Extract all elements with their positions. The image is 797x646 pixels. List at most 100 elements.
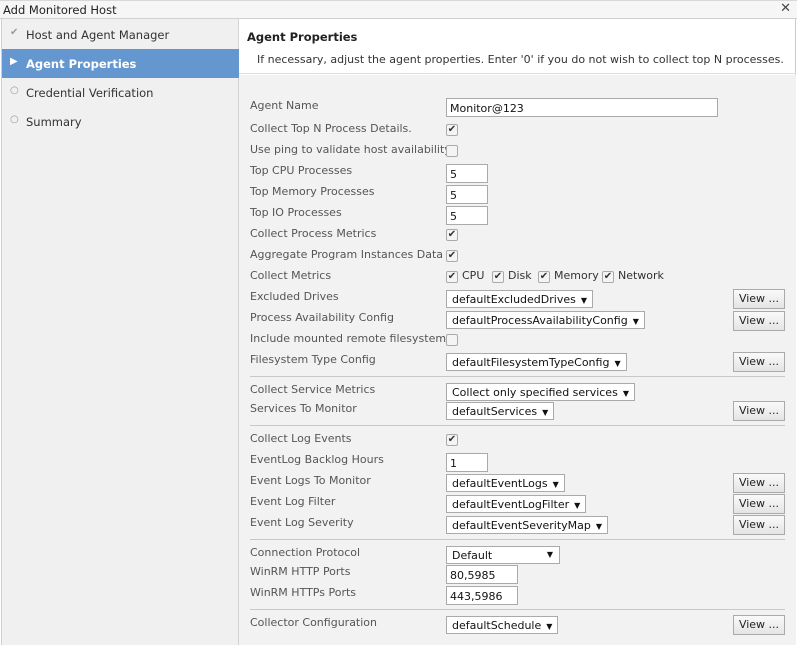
metric-memory-label: Memory — [554, 269, 599, 282]
dropdown-value: defaultProcessAvailabilityConfig — [452, 314, 628, 327]
collect-top-n-checkbox[interactable]: ✔ — [446, 124, 458, 136]
sidebar-item-label: Summary — [26, 115, 82, 129]
dropdown-value: defaultServices — [452, 405, 538, 418]
dropdown-value: defaultEventLogFilter — [452, 498, 570, 511]
event-logs-label: Event Logs To Monitor — [250, 474, 371, 487]
dropdown-arrow-icon: ▼ — [614, 359, 621, 368]
agent-properties-form: Agent Name Monitor@123 Collect Top N Proce… — [239, 75, 796, 645]
dropdown-arrow-icon: ▼ — [580, 296, 587, 305]
collect-top-n-label: Collect Top N Process Details. — [250, 122, 412, 135]
event-log-filter-view-button[interactable]: View ... — [733, 494, 785, 514]
include-mounted-checkbox[interactable] — [446, 334, 458, 346]
section-divider — [250, 376, 785, 377]
dropdown-value: defaultExcludedDrives — [452, 293, 576, 306]
filesystem-type-dropdown[interactable]: defaultFilesystemTypeConfig ▼ — [446, 353, 627, 371]
dropdown-arrow-icon: ▼ — [622, 389, 629, 398]
excluded-drives-label: Excluded Drives — [250, 290, 339, 303]
event-logs-view-button[interactable]: View ... — [733, 473, 785, 493]
section-divider — [250, 609, 785, 610]
metric-cpu-checkbox[interactable]: ✔ — [446, 271, 458, 283]
circle-icon: ○ — [10, 114, 19, 125]
collector-config-label: Collector Configuration — [250, 616, 377, 629]
check-icon: ✔ — [10, 27, 19, 38]
event-logs-dropdown[interactable]: defaultEventLogs ▼ — [446, 474, 565, 492]
sidebar-item-credential-verification[interactable]: ○ Credential Verification — [2, 78, 239, 107]
dropdown-value: defaultFilesystemTypeConfig — [452, 356, 610, 369]
metric-network-label: Network — [618, 269, 664, 282]
connection-protocol-dropdown[interactable]: Default ▼ — [446, 546, 560, 564]
dropdown-arrow-icon: ▼ — [546, 550, 553, 559]
sidebar-item-summary[interactable]: ○ Summary — [2, 107, 239, 136]
excluded-drives-dropdown[interactable]: defaultExcludedDrives ▼ — [446, 290, 593, 308]
top-cpu-input[interactable]: 5 — [446, 164, 488, 183]
services-to-monitor-view-button[interactable]: View ... — [733, 401, 785, 421]
collect-log-events-checkbox[interactable]: ✔ — [446, 434, 458, 446]
eventlog-backlog-label: EventLog Backlog Hours — [250, 453, 384, 466]
title-bar: Add Monitored Host ✕ — [0, 0, 797, 19]
wizard-sidebar: ✔ Host and Agent Manager ▶ Agent Propertie… — [1, 19, 239, 645]
metric-disk-label: Disk — [508, 269, 532, 282]
excluded-drives-view-button[interactable]: View ... — [733, 289, 785, 309]
use-ping-checkbox[interactable] — [446, 145, 458, 157]
dropdown-arrow-icon: ▼ — [542, 408, 549, 417]
use-ping-label: Use ping to validate host availability — [250, 143, 451, 156]
eventlog-backlog-input[interactable]: 1 — [446, 453, 488, 472]
collect-process-metrics-label: Collect Process Metrics — [250, 227, 377, 240]
event-log-severity-label: Event Log Severity — [250, 516, 354, 529]
dropdown-value: defaultSchedule — [452, 619, 542, 632]
collect-service-metrics-dropdown[interactable]: Collect only specified services ▼ — [446, 383, 635, 401]
sidebar-item-label: Agent Properties — [26, 57, 137, 71]
event-log-filter-dropdown[interactable]: defaultEventLogFilter ▼ — [446, 495, 587, 513]
dropdown-value: Default — [452, 549, 493, 562]
collector-config-dropdown[interactable]: defaultSchedule ▼ — [446, 616, 559, 634]
event-log-severity-dropdown[interactable]: defaultEventSeverityMap ▼ — [446, 516, 609, 534]
sidebar-item-label: Credential Verification — [26, 86, 154, 100]
dropdown-arrow-icon: ▼ — [552, 480, 559, 489]
sidebar-item-agent-properties[interactable]: ▶ Agent Properties — [2, 49, 239, 78]
process-availability-dropdown[interactable]: defaultProcessAvailabilityConfig ▼ — [446, 311, 645, 329]
services-to-monitor-dropdown[interactable]: defaultServices ▼ — [446, 402, 555, 420]
page-description: If necessary, adjust the agent propertie… — [257, 53, 784, 66]
collect-metrics-label: Collect Metrics — [250, 269, 332, 282]
metric-cpu-label: CPU — [462, 269, 485, 282]
process-availability-view-button[interactable]: View ... — [733, 311, 785, 331]
aggregate-label: Aggregate Program Instances Data — [250, 248, 444, 261]
aggregate-checkbox[interactable]: ✔ — [446, 250, 458, 262]
collect-service-metrics-label: Collect Service Metrics — [250, 383, 376, 396]
metric-network-checkbox[interactable]: ✔ — [602, 271, 614, 283]
sidebar-item-host-and-agent-manager[interactable]: ✔ Host and Agent Manager — [2, 20, 239, 49]
metric-disk-checkbox[interactable]: ✔ — [492, 271, 504, 283]
page-title: Agent Properties — [247, 30, 358, 44]
filesystem-type-label: Filesystem Type Config — [250, 353, 376, 366]
top-memory-label: Top Memory Processes — [250, 185, 375, 198]
metric-memory-checkbox[interactable]: ✔ — [538, 271, 550, 283]
dropdown-arrow-icon: ▼ — [632, 317, 639, 326]
dropdown-value: defaultEventSeverityMap — [452, 519, 591, 532]
agent-name-label: Agent Name — [250, 99, 319, 112]
services-to-monitor-label: Services To Monitor — [250, 402, 357, 415]
agent-name-input[interactable]: Monitor@123 — [446, 98, 718, 117]
collector-config-view-button[interactable]: View ... — [733, 615, 785, 635]
collect-log-events-label: Collect Log Events — [250, 432, 352, 445]
circle-icon: ○ — [10, 85, 19, 96]
winrm-https-input[interactable]: 443,5986 — [446, 586, 518, 605]
process-availability-label: Process Availability Config — [250, 311, 394, 324]
winrm-http-label: WinRM HTTP Ports — [250, 565, 351, 578]
winrm-http-input[interactable]: 80,5985 — [446, 565, 518, 584]
main-panel: Agent Properties If necessary, adjust th… — [239, 19, 796, 645]
dropdown-arrow-icon: ▼ — [546, 622, 553, 631]
arrow-right-icon: ▶ — [10, 56, 18, 67]
top-memory-input[interactable]: 5 — [446, 185, 488, 204]
event-log-filter-label: Event Log Filter — [250, 495, 336, 508]
filesystem-type-view-button[interactable]: View ... — [733, 352, 785, 372]
section-divider — [250, 425, 785, 426]
dropdown-arrow-icon: ▼ — [595, 522, 603, 531]
include-mounted-label: Include mounted remote filesystems — [250, 332, 452, 345]
close-icon[interactable]: ✕ — [780, 1, 791, 16]
winrm-https-label: WinRM HTTPs Ports — [250, 586, 357, 599]
dropdown-value: Collect only specified services — [452, 386, 618, 399]
top-io-input[interactable]: 5 — [446, 206, 488, 225]
event-log-severity-view-button[interactable]: View ... — [733, 515, 785, 535]
window-title: Add Monitored Host — [3, 3, 117, 17]
collect-process-metrics-checkbox[interactable]: ✔ — [446, 229, 458, 241]
